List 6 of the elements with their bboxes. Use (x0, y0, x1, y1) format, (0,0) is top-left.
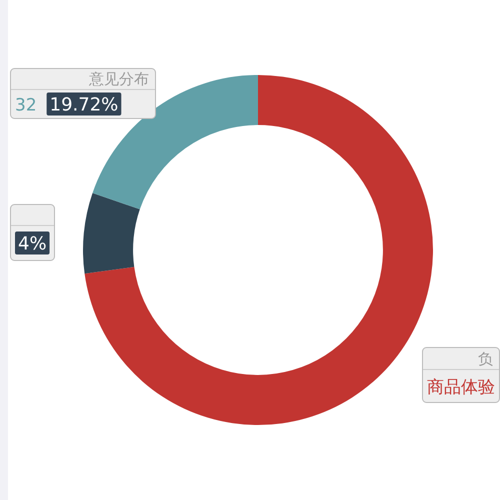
text: 32 (15, 96, 37, 116)
text: 意见分布 (88, 70, 149, 88)
data-label: 19.72% (50, 94, 118, 116)
slice-label: 商品体验 (427, 378, 495, 398)
text: 4% (18, 234, 47, 254)
text: 负 (478, 350, 493, 368)
